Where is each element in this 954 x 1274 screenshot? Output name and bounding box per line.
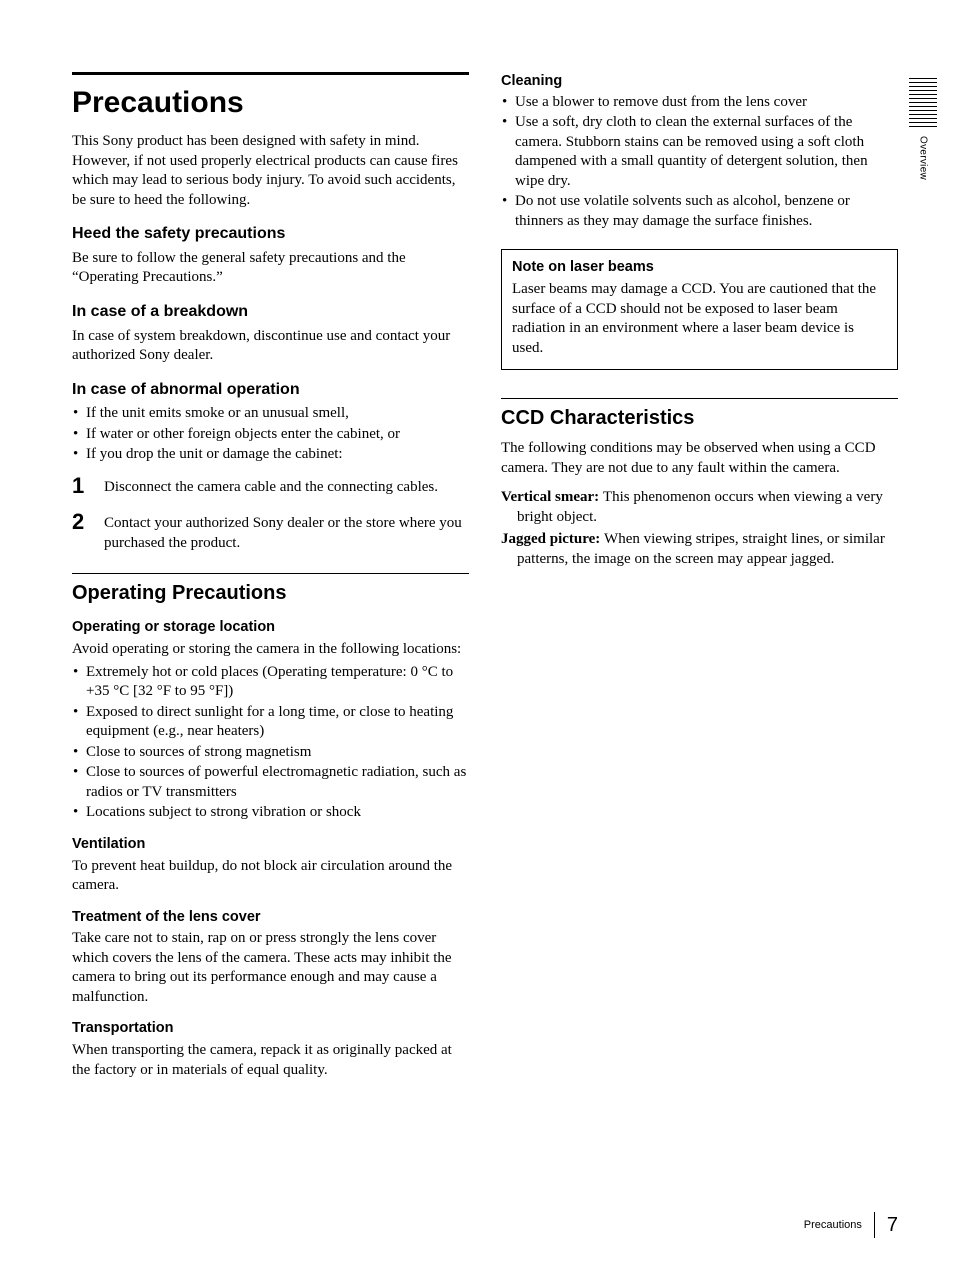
section-rule xyxy=(501,398,898,399)
paragraph-ccd: The following conditions may be observed… xyxy=(501,439,898,478)
list-item: If the unit emits smoke or an unusual sm… xyxy=(72,404,469,424)
heading-breakdown: In case of a breakdown xyxy=(72,302,469,323)
right-column: Cleaning Use a blower to remove dust fro… xyxy=(501,72,898,1083)
list-item: Extremely hot or cold places (Operating … xyxy=(72,663,469,702)
tab-lines-icon xyxy=(909,78,937,130)
subheading-ventilation: Ventilation xyxy=(72,835,469,854)
subheading-cleaning: Cleaning xyxy=(501,72,898,91)
list-item: Close to sources of strong magnetism xyxy=(72,743,469,763)
list-item: If water or other foreign objects enter … xyxy=(72,425,469,445)
paragraph-safety: Be sure to follow the general safety pre… xyxy=(72,249,469,288)
page-title: Precautions xyxy=(72,83,469,122)
subheading-lens: Treatment of the lens cover xyxy=(72,908,469,927)
step-number: 1 xyxy=(72,475,90,497)
note-heading: Note on laser beams xyxy=(512,258,887,277)
paragraph-breakdown: In case of system breakdown, discontinue… xyxy=(72,327,469,366)
heading-safety: Heed the safety precautions xyxy=(72,224,469,245)
list-item: Locations subject to strong vibration or… xyxy=(72,803,469,823)
side-tab: Overview xyxy=(906,78,940,180)
step-text: Disconnect the camera cable and the conn… xyxy=(104,475,469,498)
definition-term: Vertical smear: xyxy=(501,489,603,505)
definition-list: Vertical smear: This phenomenon occurs w… xyxy=(501,488,898,569)
list-item: Exposed to direct sunlight for a long ti… xyxy=(72,703,469,742)
definition-term: Jagged picture: xyxy=(501,531,604,547)
footer-page-number: 7 xyxy=(887,1212,898,1238)
paragraph-transport: When transporting the camera, repack it … xyxy=(72,1041,469,1080)
subheading-transport: Transportation xyxy=(72,1019,469,1038)
section-rule xyxy=(72,573,469,574)
heading-ccd: CCD Characteristics xyxy=(501,405,898,431)
note-text: Laser beams may damage a CCD. You are ca… xyxy=(512,280,887,358)
page-footer: Precautions 7 xyxy=(804,1212,898,1238)
abnormal-list: If the unit emits smoke or an unusual sm… xyxy=(72,404,469,465)
note-box: Note on laser beams Laser beams may dama… xyxy=(501,249,898,370)
numbered-steps: 1 Disconnect the camera cable and the co… xyxy=(72,475,469,554)
list-item: If you drop the unit or damage the cabin… xyxy=(72,445,469,465)
step-text: Contact your authorized Sony dealer or t… xyxy=(104,511,469,553)
step-number: 2 xyxy=(72,511,90,533)
heading-abnormal: In case of abnormal operation xyxy=(72,380,469,401)
list-item: Close to sources of powerful electromagn… xyxy=(72,763,469,802)
intro-paragraph: This Sony product has been designed with… xyxy=(72,132,469,210)
step-item: 1 Disconnect the camera cable and the co… xyxy=(72,475,469,498)
paragraph-ventilation: To prevent heat buildup, do not block ai… xyxy=(72,857,469,896)
location-list: Extremely hot or cold places (Operating … xyxy=(72,663,469,823)
list-item: Do not use volatile solvents such as alc… xyxy=(501,192,898,231)
cleaning-list: Use a blower to remove dust from the len… xyxy=(501,93,898,232)
heading-operating-precautions: Operating Precautions xyxy=(72,580,469,606)
footer-section: Precautions xyxy=(804,1218,862,1232)
title-rule xyxy=(72,72,469,75)
definition-item: Vertical smear: This phenomenon occurs w… xyxy=(501,488,898,527)
list-item: Use a soft, dry cloth to clean the exter… xyxy=(501,113,898,191)
definition-item: Jagged picture: When viewing stripes, st… xyxy=(501,530,898,569)
paragraph-lens: Take care not to stain, rap on or press … xyxy=(72,929,469,1007)
subheading-location: Operating or storage location xyxy=(72,618,469,637)
left-column: Precautions This Sony product has been d… xyxy=(72,72,469,1083)
tab-label: Overview xyxy=(917,136,930,180)
list-item: Use a blower to remove dust from the len… xyxy=(501,93,898,113)
paragraph-location: Avoid operating or storing the camera in… xyxy=(72,640,469,660)
step-item: 2 Contact your authorized Sony dealer or… xyxy=(72,511,469,553)
footer-divider xyxy=(874,1212,875,1238)
